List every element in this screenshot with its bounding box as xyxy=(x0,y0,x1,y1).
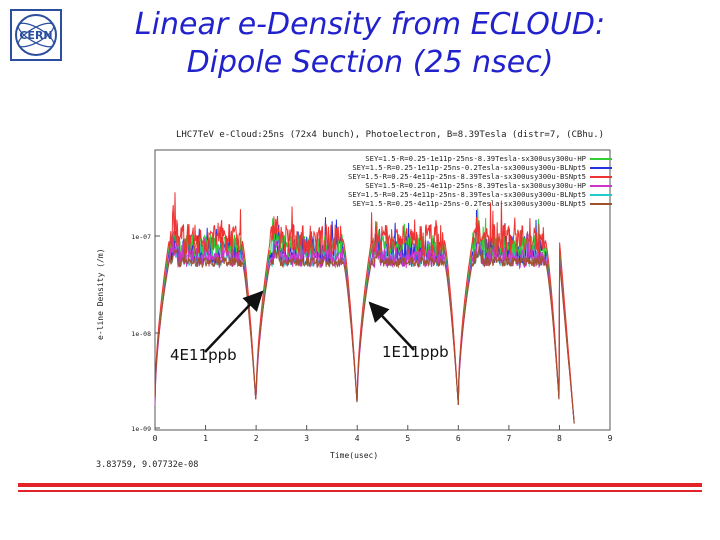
legend-label: SEY=1.5-R=0.25-4e11p-25ns-8.39Tesla-sx30… xyxy=(348,171,586,181)
slide-title-line1: Linear e-Density from ECLOUD: xyxy=(134,7,606,42)
slide-title: Linear e-Density from ECLOUD: Dipole Sec… xyxy=(80,6,660,82)
series-line xyxy=(154,245,575,424)
legend-swatch xyxy=(590,158,612,161)
series-layer xyxy=(154,192,575,424)
x-tick-label: 6 xyxy=(456,434,461,443)
legend-entry: SEY=1.5-R=0.25-4e11p-25ns-8.39Tesla-sx30… xyxy=(312,189,612,200)
chart-title: LHC7TeV e-Cloud:25ns (72x4 bunch), Photo… xyxy=(175,130,605,140)
cern-logo: CERN xyxy=(10,9,62,61)
x-tick-label: 1 xyxy=(203,434,208,443)
legend: SEY=1.5-R=0.25-1e11p-25ns-8.39Tesla-sx30… xyxy=(312,154,612,209)
x-tick-label: 3 xyxy=(304,434,309,443)
coordinate-readout: 3.83759, 9.07732e-08 xyxy=(96,460,199,470)
ticks-layer: 0 1 2 3 4 5 6 7 8 9 1e-07 1e-08 1e-09 xyxy=(131,233,612,443)
legend-label: SEY=1.5-R=0.25-4e11p-25ns-8.39Tesla-sx30… xyxy=(348,189,586,199)
y-tick-label: 1e-07 xyxy=(131,233,151,241)
series-line xyxy=(154,208,575,424)
legend-swatch xyxy=(590,167,612,170)
legend-label: SEY=1.5-R=0.25-1e11p-25ns-8.39Tesla-sx30… xyxy=(365,154,586,163)
annotation-4e11ppb: 4E11ppb xyxy=(170,346,237,364)
y-axis-label: e-line Density (/m) xyxy=(96,248,105,340)
legend-entry: SEY=1.5-R=0.25-1e11p-25ns-0.2Tesla-sx300… xyxy=(312,162,612,173)
x-tick-label: 5 xyxy=(405,434,410,443)
legend-label: SEY=1.5-R=0.25-4e11p-25ns-8.39Tesla-sx30… xyxy=(365,180,586,190)
footer-bar-bottom xyxy=(18,490,702,492)
series-line xyxy=(154,192,575,424)
x-tick-label: 0 xyxy=(153,434,158,443)
x-tick-label: 7 xyxy=(506,434,511,443)
legend-label: SEY=1.5-R=0.25-1e11p-25ns-0.2Tesla-sx300… xyxy=(352,162,586,172)
y-tick-label: 1e-09 xyxy=(131,425,151,433)
legend-entry: SEY=1.5-R=0.25-1e11p-25ns-8.39Tesla-sx30… xyxy=(312,154,612,164)
legend-entry: SEY=1.5-R=0.25-4e11p-25ns-8.39Tesla-sx30… xyxy=(312,171,612,182)
logo-text: CERN xyxy=(19,29,52,42)
legend-label: SEY=1.5-R=0.25-4e11p-25ns-0.2Tesla-sx300… xyxy=(352,198,586,208)
legend-entry: SEY=1.5-R=0.25-4e11p-25ns-8.39Tesla-sx30… xyxy=(312,180,612,191)
y-tick-label: 1e-08 xyxy=(131,330,151,338)
legend-swatch xyxy=(590,176,612,179)
x-tick-label: 2 xyxy=(254,434,259,443)
plot-frame xyxy=(154,149,611,431)
legend-swatch xyxy=(590,202,612,205)
annotation-1e11ppb: 1E11ppb xyxy=(382,343,449,361)
x-tick-label: 4 xyxy=(355,434,360,443)
annotation-arrow-1e11 xyxy=(368,301,415,351)
x-tick-label: 8 xyxy=(557,434,562,443)
x-axis-label: Time(usec) xyxy=(330,451,379,460)
legend-swatch xyxy=(590,185,612,188)
legend-swatch xyxy=(590,194,612,197)
footer-bars xyxy=(18,483,702,492)
x-tick-label: 9 xyxy=(608,434,613,443)
footer-bar-top xyxy=(18,483,702,487)
slide-title-line2: Dipole Section (25 nsec) xyxy=(186,45,554,80)
legend-entry: SEY=1.5-R=0.25-4e11p-25ns-0.2Tesla-sx300… xyxy=(312,198,612,209)
annotation-arrow-4e11 xyxy=(204,290,264,353)
